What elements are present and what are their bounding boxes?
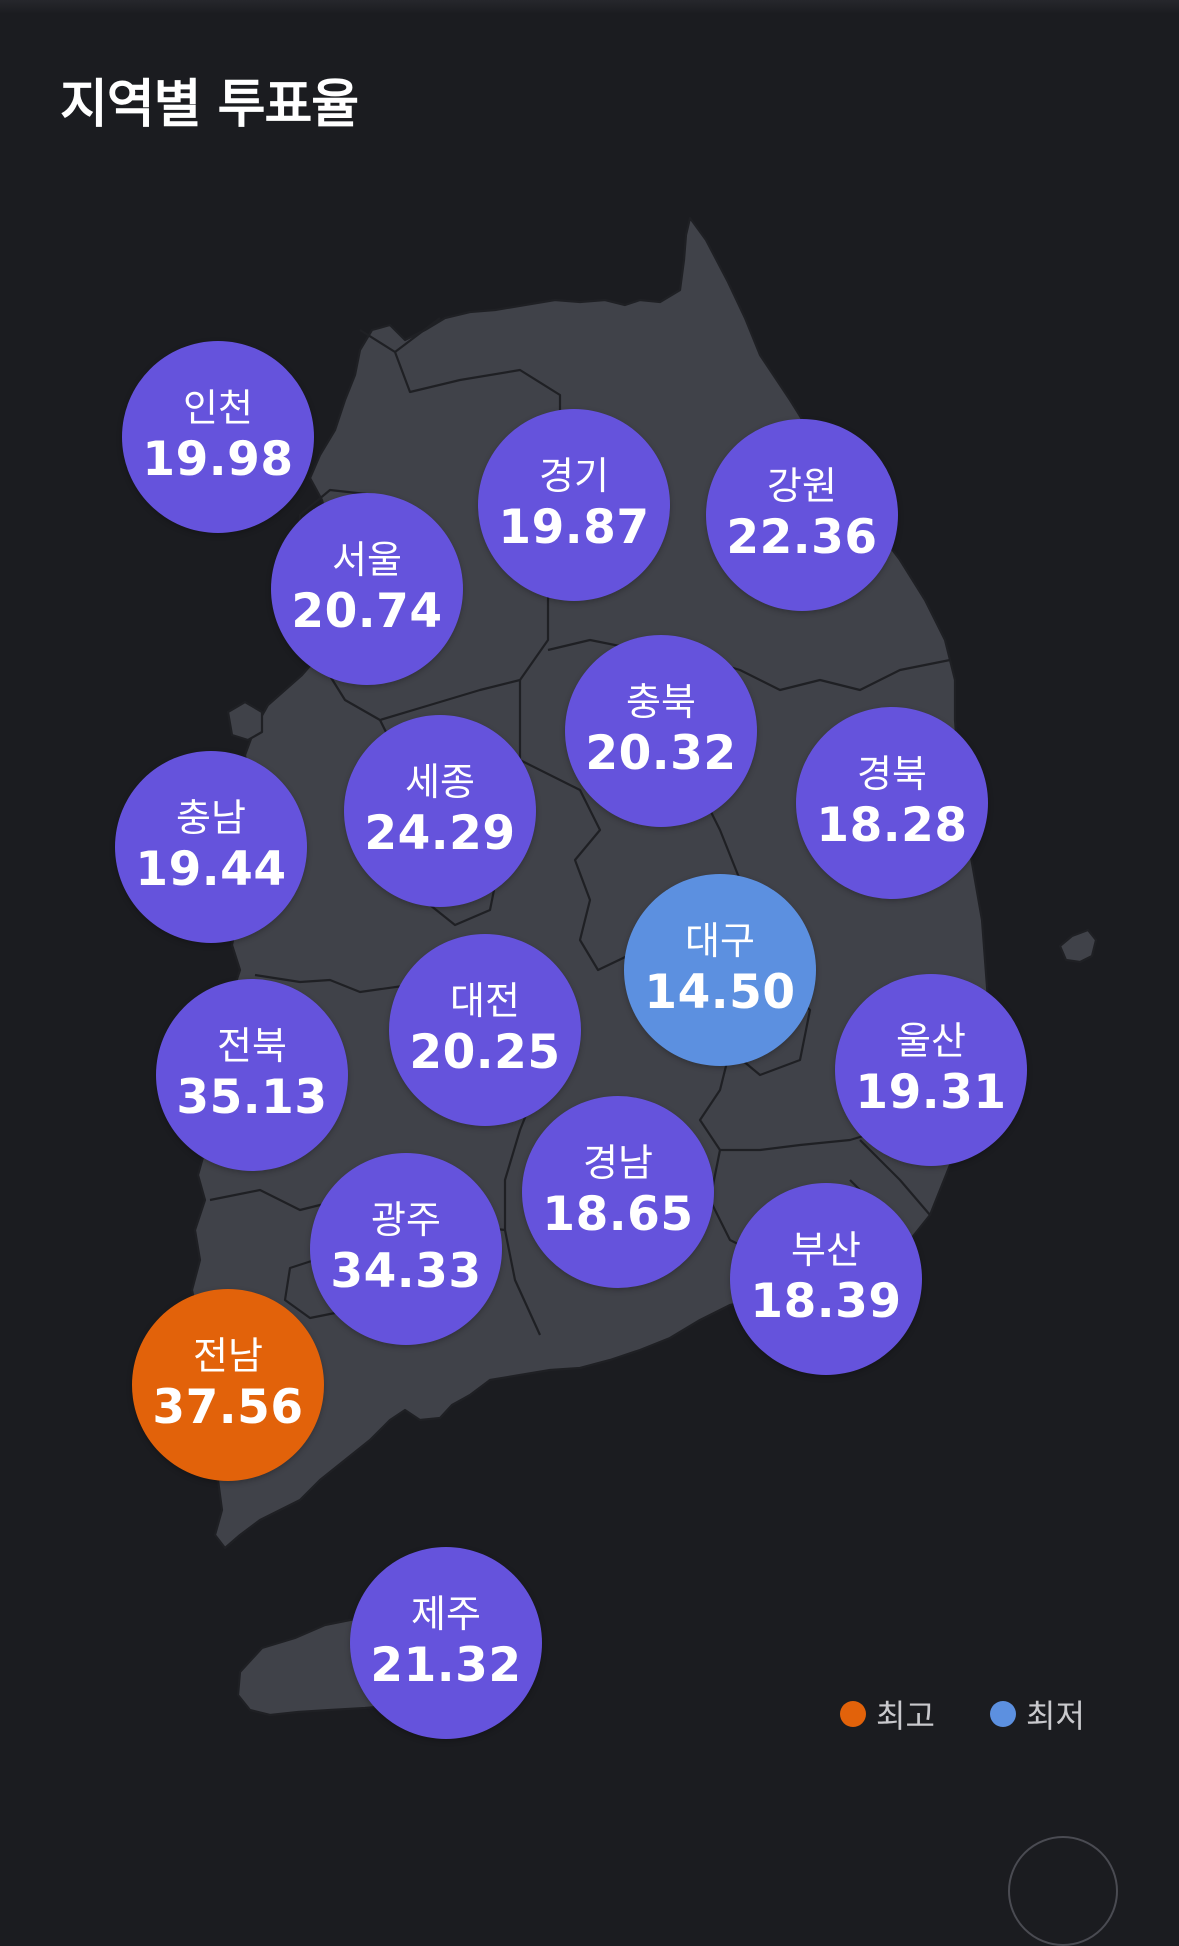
region-bubble-chungbuk[interactable]: 충북 20.32 bbox=[565, 635, 757, 827]
region-bubble-jeju[interactable]: 제주 21.32 bbox=[350, 1547, 542, 1739]
region-bubble-incheon[interactable]: 인천 19.98 bbox=[122, 341, 314, 533]
legend-highest: 최고 bbox=[840, 1692, 935, 1736]
region-name: 세종 bbox=[405, 760, 475, 804]
region-value: 22.36 bbox=[726, 510, 878, 565]
region-value: 18.39 bbox=[750, 1274, 902, 1329]
region-value: 14.50 bbox=[644, 965, 796, 1020]
region-name: 전남 bbox=[193, 1334, 263, 1378]
border-ulsan bbox=[859, 1139, 931, 1216]
region-bubble-jeonnam[interactable]: 전남 37.56 bbox=[132, 1289, 324, 1481]
legend-highest-label: 최고 bbox=[876, 1697, 935, 1735]
region-name: 경기 bbox=[539, 454, 609, 498]
region-name: 대구 bbox=[685, 919, 755, 963]
region-name: 부산 bbox=[791, 1228, 861, 1272]
border-chungbuk-west bbox=[518, 680, 641, 972]
region-value: 18.28 bbox=[816, 798, 968, 853]
region-bubble-busan[interactable]: 부산 18.39 bbox=[730, 1183, 922, 1375]
region-value: 20.74 bbox=[291, 584, 443, 639]
region-value: 37.56 bbox=[152, 1380, 304, 1435]
region-value: 19.98 bbox=[142, 432, 294, 487]
region-name: 서울 bbox=[332, 538, 402, 582]
legend-lowest-label: 최저 bbox=[1026, 1697, 1085, 1735]
legend-lowest: 최저 bbox=[990, 1692, 1085, 1736]
region-value: 34.33 bbox=[330, 1244, 482, 1299]
region-name: 강원 bbox=[767, 464, 837, 508]
region-bubble-chungnam[interactable]: 충남 19.44 bbox=[115, 751, 307, 943]
region-value: 24.29 bbox=[364, 806, 516, 861]
region-bubble-gyeongnam[interactable]: 경남 18.65 bbox=[522, 1096, 714, 1288]
legend-lowest-dot bbox=[990, 1701, 1016, 1727]
region-bubble-ulsan[interactable]: 울산 19.31 bbox=[835, 974, 1027, 1166]
region-value: 20.32 bbox=[585, 726, 737, 781]
region-bubble-seoul[interactable]: 서울 20.74 bbox=[271, 493, 463, 685]
region-value: 19.87 bbox=[498, 500, 650, 555]
legend-highest-dot bbox=[840, 1701, 866, 1727]
top-edge bbox=[0, 0, 1179, 14]
region-name: 제주 bbox=[411, 1592, 481, 1636]
region-bubble-daegu[interactable]: 대구 14.50 bbox=[624, 874, 816, 1066]
region-name: 울산 bbox=[896, 1019, 966, 1063]
region-name: 충남 bbox=[176, 796, 246, 840]
ulleungdo-shape bbox=[1058, 928, 1098, 964]
region-value: 18.65 bbox=[542, 1187, 694, 1242]
region-value: 19.44 bbox=[135, 842, 287, 897]
region-bubble-gyeonggi[interactable]: 경기 19.87 bbox=[478, 409, 670, 601]
region-bubble-sejong[interactable]: 세종 24.29 bbox=[344, 715, 536, 907]
region-value: 20.25 bbox=[409, 1025, 561, 1080]
region-name: 경남 bbox=[583, 1141, 653, 1185]
region-value: 35.13 bbox=[176, 1070, 328, 1125]
region-value: 19.31 bbox=[855, 1065, 1007, 1120]
floating-action-button[interactable] bbox=[1008, 1836, 1118, 1946]
region-bubble-jeonbuk[interactable]: 전북 35.13 bbox=[156, 979, 348, 1171]
page-title: 지역별 투표율 bbox=[60, 75, 359, 135]
region-name: 경북 bbox=[857, 752, 927, 796]
border-gangwon-north bbox=[394, 317, 441, 353]
region-name: 인천 bbox=[183, 386, 253, 430]
region-value: 21.32 bbox=[370, 1638, 522, 1693]
region-name: 전북 bbox=[217, 1024, 287, 1068]
region-bubble-gyeongbuk[interactable]: 경북 18.28 bbox=[796, 707, 988, 899]
region-name: 충북 bbox=[626, 680, 696, 724]
region-name: 광주 bbox=[371, 1198, 441, 1242]
west-island-shape bbox=[226, 700, 264, 742]
region-name: 대전 bbox=[450, 979, 520, 1023]
region-bubble-daejeon[interactable]: 대전 20.25 bbox=[389, 934, 581, 1126]
region-bubble-gangwon[interactable]: 강원 22.36 bbox=[706, 419, 898, 611]
region-bubble-gwangju[interactable]: 광주 34.33 bbox=[310, 1153, 502, 1345]
border-gangwon-chungbuk bbox=[547, 638, 951, 692]
